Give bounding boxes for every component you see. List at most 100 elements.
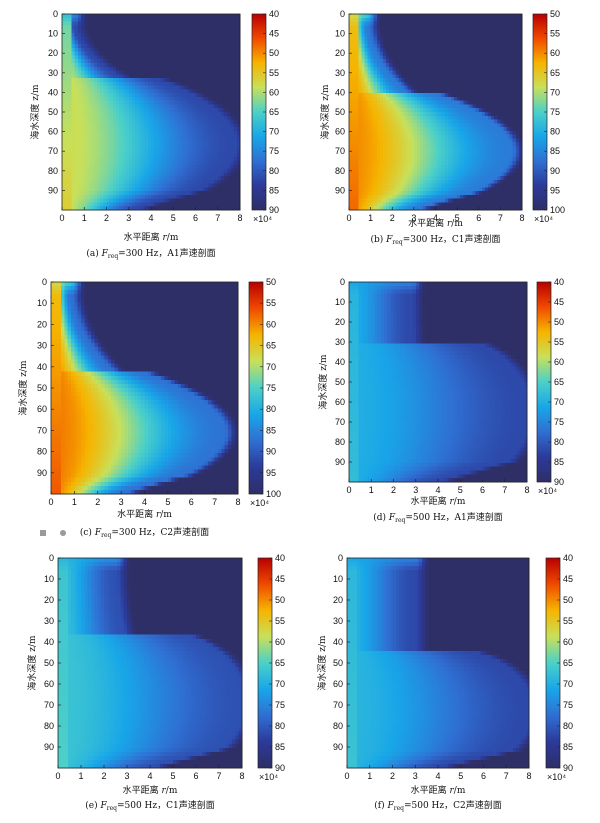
heatmap-cell — [503, 14, 508, 19]
heatmap-cell — [515, 21, 520, 26]
heatmap-cell — [116, 44, 120, 49]
heatmap-cell — [198, 32, 203, 38]
heatmap-cell — [90, 89, 95, 94]
heatmap-cell — [135, 115, 139, 121]
heatmap-cell — [230, 176, 235, 181]
heatmap-cell — [128, 179, 133, 185]
heatmap-cell — [195, 138, 200, 143]
heatmap-cell — [122, 51, 127, 57]
heatmap-cell — [349, 51, 353, 57]
heatmap-cell — [131, 85, 136, 90]
heatmap-cell — [185, 85, 190, 90]
heatmap-cell — [151, 36, 155, 41]
heatmap-cell — [135, 145, 139, 151]
heatmap-cell — [163, 202, 168, 207]
heatmap-cell — [122, 93, 127, 98]
heatmap-cell — [84, 115, 89, 121]
heatmap-cell — [201, 51, 206, 57]
heatmap-cell — [160, 93, 165, 98]
heatmap-cell — [125, 112, 130, 117]
heatmap-cell — [230, 89, 235, 94]
heatmap-cell — [420, 21, 424, 26]
heatmap-cell — [201, 81, 206, 87]
heatmap-cell — [141, 206, 146, 211]
heatmap-cell — [179, 96, 184, 102]
heatmap-cell — [444, 59, 449, 64]
heatmap-cell — [151, 149, 155, 155]
heatmap-cell — [182, 17, 187, 23]
heatmap-cell — [96, 32, 101, 38]
heatmap-cell — [217, 164, 222, 170]
heatmap-cell — [119, 55, 123, 60]
heatmap-cell — [109, 194, 114, 200]
heatmap-cell — [416, 70, 421, 75]
heatmap-cell — [233, 44, 238, 49]
heatmap-cell — [198, 187, 203, 192]
heatmap-cell — [176, 191, 181, 196]
heatmap-cell — [208, 51, 212, 57]
heatmap-cell — [376, 44, 381, 49]
heatmap-cell — [74, 161, 79, 166]
heatmap-cell — [141, 108, 146, 113]
heatmap-cell — [81, 32, 85, 38]
heatmap-cell — [192, 194, 197, 200]
heatmap-cell — [469, 25, 474, 30]
heatmap-cell — [211, 17, 216, 23]
heatmap-cell — [173, 17, 178, 23]
heatmap-cell — [154, 100, 158, 106]
heatmap-cell — [217, 17, 222, 23]
heatmap-cell — [141, 29, 146, 34]
heatmap-cell — [151, 194, 155, 200]
heatmap-cell — [96, 55, 101, 60]
heatmap-cell — [224, 183, 228, 188]
heatmap-cell — [74, 96, 79, 102]
heatmap-cell — [96, 47, 101, 53]
heatmap-cell — [224, 194, 228, 200]
heatmap-cell — [160, 29, 165, 34]
heatmap-cell — [205, 40, 209, 45]
heatmap-cell — [65, 14, 69, 19]
heatmap-cell — [230, 70, 235, 75]
heatmap-cell — [185, 70, 190, 75]
heatmap-cell — [370, 59, 375, 64]
heatmap-cell — [192, 172, 197, 177]
heatmap-cell — [154, 157, 158, 162]
heatmap-cell — [211, 40, 216, 45]
heatmap-cell — [189, 25, 193, 30]
heatmap-cell — [151, 104, 155, 109]
heatmap-cell — [211, 115, 216, 121]
heatmap-cell — [227, 104, 232, 109]
heatmap-cell — [376, 74, 381, 79]
heatmap-cell — [379, 36, 384, 41]
heatmap-cell — [382, 21, 387, 26]
heatmap-cell — [420, 70, 424, 75]
heatmap-cell — [90, 119, 95, 124]
heatmap-cell — [116, 202, 120, 207]
heatmap-cell — [201, 130, 206, 136]
heatmap-cell — [457, 63, 461, 68]
heatmap-cell — [147, 40, 152, 45]
heatmap-cell — [518, 17, 523, 23]
heatmap-cell — [65, 142, 69, 147]
heatmap-cell — [100, 85, 104, 90]
heatmap-cell — [131, 112, 136, 117]
heatmap-cell — [170, 115, 174, 121]
heatmap-cell — [192, 14, 197, 19]
heatmap-cell — [460, 63, 464, 68]
heatmap-cell — [84, 183, 89, 188]
heatmap-cell — [475, 21, 480, 26]
heatmap-cell — [163, 25, 168, 30]
heatmap-cell — [497, 29, 501, 34]
heatmap-cell — [398, 44, 403, 49]
heatmap-cell — [195, 70, 200, 75]
heatmap-cell — [74, 134, 79, 139]
y-tick-label: 40 — [48, 87, 58, 97]
heatmap-cell — [179, 47, 184, 53]
heatmap-cell — [157, 96, 162, 102]
heatmap-cell — [71, 78, 76, 83]
heatmap-cell — [68, 104, 73, 109]
heatmap-cell — [373, 29, 378, 34]
heatmap-cell — [77, 179, 82, 185]
heatmap-cell — [87, 36, 92, 41]
heatmap-cell — [81, 85, 85, 90]
